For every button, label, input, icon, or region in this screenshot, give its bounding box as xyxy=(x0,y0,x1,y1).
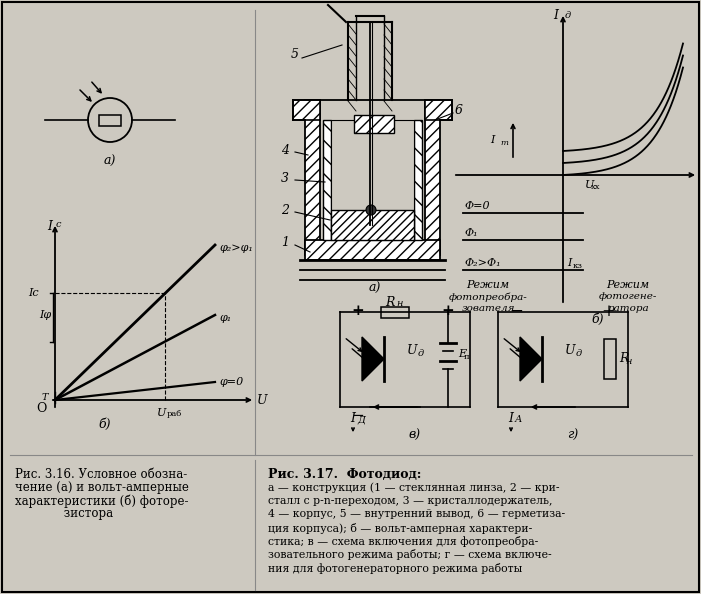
Text: Ic: Ic xyxy=(28,289,39,298)
Text: а — конструкция (1 — стеклянная линза, 2 — кри-: а — конструкция (1 — стеклянная линза, 2… xyxy=(268,482,559,492)
Text: стика; в — схема включения для фотопреобра-: стика; в — схема включения для фотопреоб… xyxy=(268,536,538,547)
Text: Рис. 3.16. Условное обозна-: Рис. 3.16. Условное обозна- xyxy=(15,468,187,481)
Text: 1: 1 xyxy=(281,236,289,249)
Text: хх: хх xyxy=(591,183,601,191)
Text: R: R xyxy=(386,296,395,309)
Text: раб: раб xyxy=(167,410,182,418)
Text: U: U xyxy=(257,393,268,406)
Text: ратора: ратора xyxy=(607,304,649,313)
Text: н: н xyxy=(625,358,632,366)
Text: Φ=0: Φ=0 xyxy=(465,201,491,211)
Text: н: н xyxy=(396,299,402,308)
Text: фотопреобра-: фотопреобра- xyxy=(449,292,527,302)
Text: зовательного режима работы; г — схема включе-: зовательного режима работы; г — схема вк… xyxy=(268,549,552,561)
Text: 4: 4 xyxy=(281,144,289,156)
Text: б): б) xyxy=(99,418,111,431)
Text: 3: 3 xyxy=(281,172,289,185)
Text: д: д xyxy=(418,349,424,359)
Text: а): а) xyxy=(369,282,381,295)
Bar xyxy=(305,240,440,260)
Circle shape xyxy=(366,205,376,215)
Text: I: I xyxy=(350,412,355,425)
Text: 6: 6 xyxy=(455,103,463,116)
Text: R: R xyxy=(619,352,628,365)
Bar xyxy=(293,100,320,120)
Bar xyxy=(604,339,616,379)
Bar xyxy=(381,307,409,318)
Text: I: I xyxy=(491,135,495,145)
Text: Iφ: Iφ xyxy=(39,311,51,321)
Text: φ=0: φ=0 xyxy=(219,377,243,387)
Text: чение (а) и вольт-амперные: чение (а) и вольт-амперные xyxy=(15,481,189,494)
Text: д: д xyxy=(565,11,571,20)
Text: I: I xyxy=(567,258,571,268)
Text: U: U xyxy=(585,180,594,190)
Text: Режим: Режим xyxy=(466,280,510,290)
Text: −: − xyxy=(352,409,365,423)
Text: U: U xyxy=(407,345,417,358)
Bar xyxy=(414,120,422,240)
Text: E: E xyxy=(458,349,466,359)
Bar xyxy=(331,120,414,240)
Text: φ₁: φ₁ xyxy=(219,313,231,323)
Text: 2: 2 xyxy=(281,204,289,216)
Text: фотогене-: фотогене- xyxy=(599,292,658,301)
Text: −: − xyxy=(509,302,523,320)
Text: c: c xyxy=(56,220,62,229)
Bar xyxy=(425,100,440,255)
Text: в): в) xyxy=(409,429,421,442)
Polygon shape xyxy=(520,337,542,381)
Text: б): б) xyxy=(592,313,604,326)
Text: характеристики (б) фоторе-: характеристики (б) фоторе- xyxy=(15,494,189,507)
Text: U: U xyxy=(700,169,701,182)
Bar xyxy=(99,115,121,126)
Text: I: I xyxy=(553,9,558,22)
Bar xyxy=(425,100,452,120)
Text: ция корпуса); б — вольт-амперная характери-: ция корпуса); б — вольт-амперная характе… xyxy=(268,523,532,533)
Text: п: п xyxy=(464,353,470,361)
Text: Φ₁: Φ₁ xyxy=(465,228,479,238)
Text: Д: Д xyxy=(357,415,365,424)
Bar xyxy=(305,100,320,255)
Text: φ₂>φ₁: φ₂>φ₁ xyxy=(219,243,253,253)
Text: Рис. 3.17.  Фотодиод:: Рис. 3.17. Фотодиод: xyxy=(268,468,421,481)
Text: кз: кз xyxy=(573,262,583,270)
Text: а): а) xyxy=(104,155,116,168)
Bar xyxy=(323,120,331,240)
Text: А: А xyxy=(515,415,522,424)
Text: т: т xyxy=(500,139,508,147)
Text: 4 — корпус, 5 — внутренний вывод, 6 — герметиза-: 4 — корпус, 5 — внутренний вывод, 6 — ге… xyxy=(268,509,565,519)
Text: +: + xyxy=(442,304,454,318)
Text: Φ₂>Φ₁: Φ₂>Φ₁ xyxy=(465,258,502,268)
Text: зователя: зователя xyxy=(461,304,515,313)
Bar xyxy=(354,115,394,133)
Text: ния для фотогенераторного режима работы: ния для фотогенераторного режима работы xyxy=(268,563,522,574)
Polygon shape xyxy=(362,337,384,381)
Text: U: U xyxy=(565,345,576,358)
Text: +: + xyxy=(352,304,365,318)
Text: T: T xyxy=(41,393,48,402)
Text: зистора: зистора xyxy=(15,507,113,520)
Text: U: U xyxy=(157,408,167,418)
Text: Режим: Режим xyxy=(606,280,650,290)
Text: I: I xyxy=(508,412,513,425)
Text: I: I xyxy=(48,220,53,233)
Text: г): г) xyxy=(567,429,578,442)
Text: +: + xyxy=(601,302,615,320)
Text: 5: 5 xyxy=(291,49,299,62)
Text: сталл с р-n-переходом, 3 — кристаллодержатель,: сталл с р-n-переходом, 3 — кристаллодерж… xyxy=(268,495,552,505)
Bar xyxy=(331,210,414,240)
Text: O: O xyxy=(36,402,46,415)
Text: д: д xyxy=(576,349,582,359)
